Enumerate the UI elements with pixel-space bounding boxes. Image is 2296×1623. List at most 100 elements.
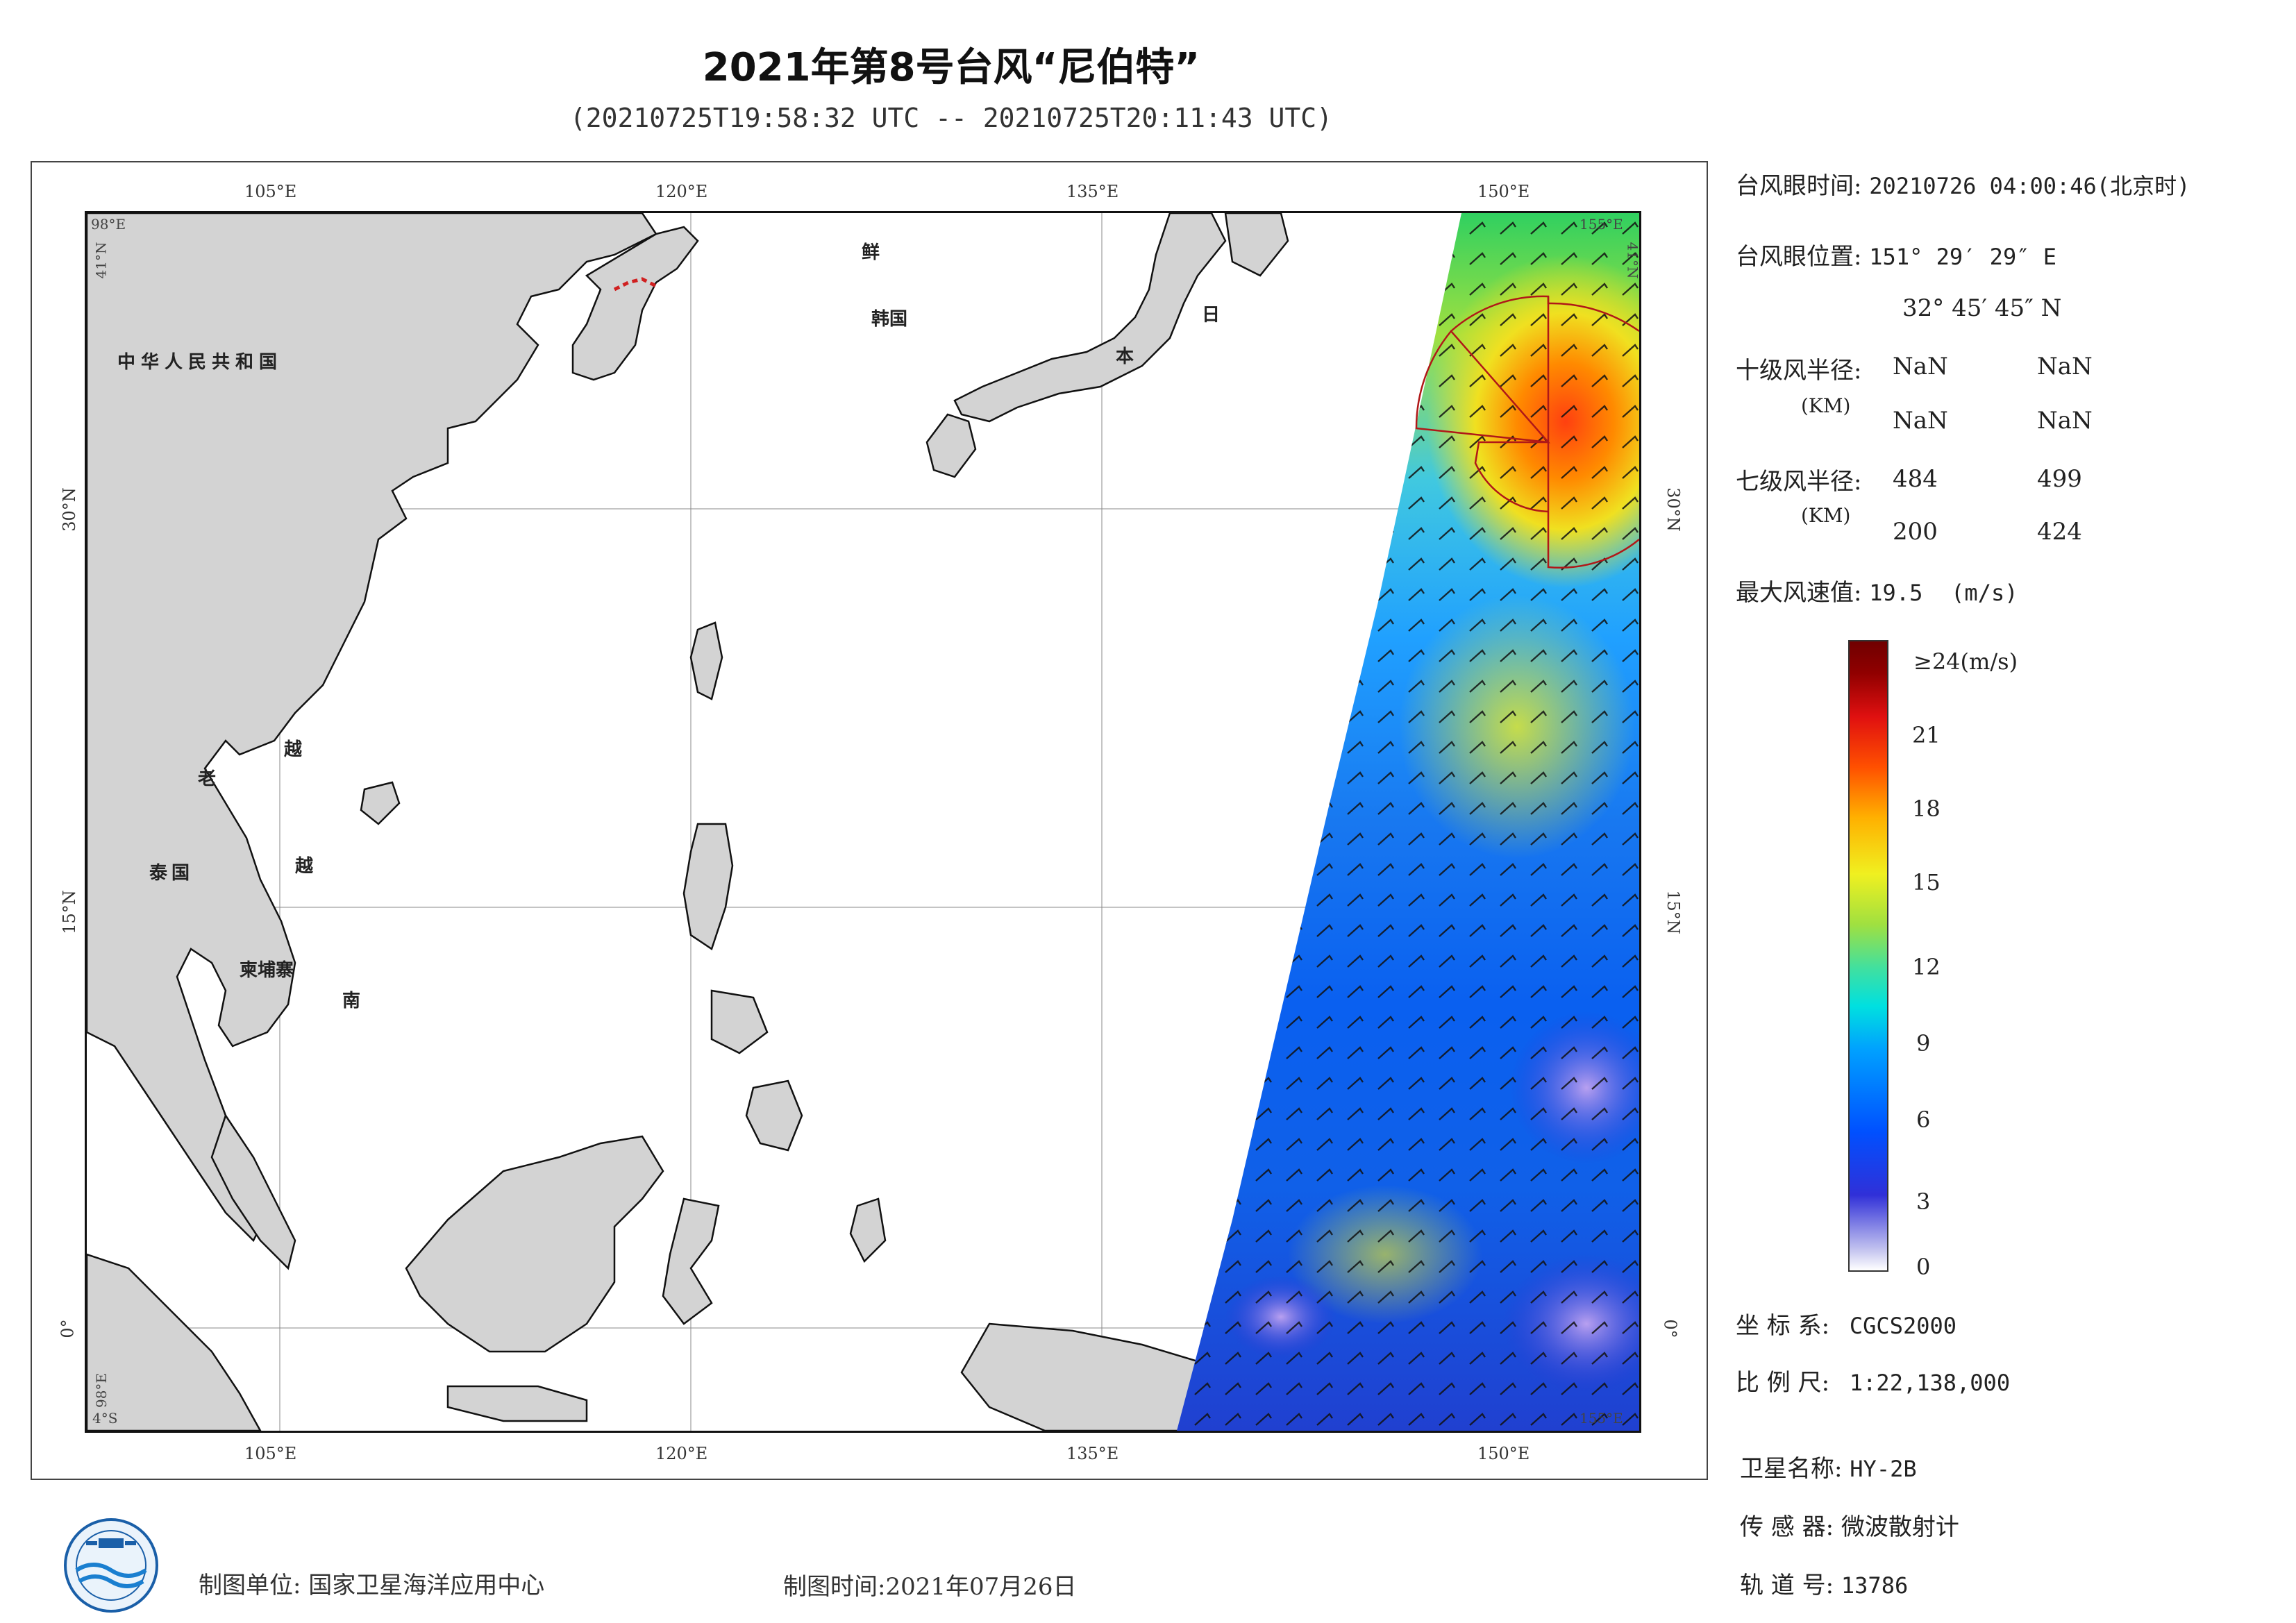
- land-korea: [571, 226, 699, 381]
- corner-bl-lat: 4°S: [92, 1410, 118, 1427]
- land-java: [446, 1385, 588, 1422]
- wind-swath: [1177, 213, 1639, 1431]
- wind-radius-arcs: [1415, 295, 1639, 569]
- orbit-value: 13786: [1841, 1572, 1909, 1599]
- lon-tick-top-135: 135°E: [1066, 182, 1119, 201]
- wind-barbs: [1177, 213, 1639, 1431]
- lon-tick-top-105: 105°E: [244, 182, 297, 201]
- r7-value-3: 200: [1893, 518, 1938, 546]
- eye-time-row: 台风眼时间: 20210726 04:00:46(北京时): [1736, 167, 2190, 201]
- lon-tick-bottom-150: 150°E: [1477, 1444, 1530, 1463]
- nsoas-logo-icon: [64, 1518, 158, 1613]
- map-panel[interactable]: 98°E 41°N 155°E 41°N 4°S 98°E 155°E 中华人民…: [85, 211, 1641, 1433]
- r10-label: 十级风半径:: [1736, 357, 1862, 385]
- orbit-row: 轨 道 号: 13786: [1740, 1566, 1908, 1600]
- crs-value: CGCS2000: [1849, 1313, 1957, 1339]
- label-japan-1: 日: [1202, 305, 1221, 326]
- map-title: 2021年第8号台风“尼伯特”: [702, 45, 1200, 90]
- crs-row: 坐 标 系: CGCS2000: [1736, 1306, 1956, 1340]
- label-china: 中华人民共和国: [117, 352, 283, 373]
- korea-border: [613, 277, 657, 292]
- scale-label: 比 例 尺:: [1736, 1369, 1830, 1397]
- orbit-label: 轨 道 号:: [1740, 1572, 1834, 1599]
- r10-value-3: NaN: [1893, 407, 1948, 435]
- r10-unit: (KM): [1801, 394, 1851, 417]
- lat-tick-left-15: 15°N: [59, 890, 79, 934]
- colorbar-tick-12: 12: [1912, 954, 1941, 980]
- r7-value-1: 484: [1893, 465, 1938, 493]
- land-mindanao: [745, 1079, 803, 1152]
- colorbar-tick-21: 21: [1912, 722, 1941, 748]
- scale-row: 比 例 尺: 1:22,138,000: [1736, 1363, 2010, 1397]
- corner-tr-lat: 41°N: [1624, 242, 1641, 279]
- map-subtitle: (20210725T19:58:32 UTC -- 20210725T20:11…: [569, 103, 1333, 133]
- land-malay: [210, 1113, 296, 1270]
- crs-label: 坐 标 系:: [1736, 1312, 1830, 1340]
- land-masses: [87, 213, 1310, 1431]
- eye-pos-lat: 32° 45′ 45″ N: [1902, 294, 2062, 322]
- corner-tr-lon: 155°E: [1579, 216, 1623, 233]
- land-luzon: [682, 823, 734, 950]
- land-japan-hokkaido: [1224, 213, 1289, 277]
- label-vietnam-3: 南: [342, 991, 361, 1011]
- label-laos: 老: [198, 768, 217, 789]
- lon-tick-bottom-135: 135°E: [1066, 1444, 1119, 1463]
- label-cambodia: 柬埔寨: [240, 960, 294, 981]
- eye-pos-row: 台风眼位置: 151° 29′ 29″ E: [1736, 237, 2056, 271]
- max-wind-value: 19.5: [1869, 580, 1923, 606]
- land-hainan: [360, 781, 401, 825]
- sensor-label: 传 感 器:: [1740, 1513, 1834, 1541]
- colorbar-tick-18: 18: [1912, 796, 1941, 822]
- footer-unit-value: 国家卫星海洋应用中心: [308, 1572, 545, 1599]
- r7-unit: (KM): [1801, 504, 1851, 527]
- r10-value-1: NaN: [1893, 353, 1948, 380]
- colorbar-tick-9: 9: [1916, 1030, 1931, 1057]
- r7-label: 七级风半径:: [1736, 468, 1862, 496]
- lat-tick-left-0: 0°: [58, 1319, 78, 1338]
- sensor-row: 传 感 器: 微波散射计: [1740, 1508, 1959, 1542]
- eye-pos-label: 台风眼位置:: [1736, 243, 1862, 271]
- r10-value-4: NaN: [2037, 407, 2093, 435]
- footer-time-value: 2021年07月26日: [885, 1573, 1077, 1601]
- corner-tl-lon: 98°E: [91, 216, 126, 233]
- land-japan-honshu: [953, 213, 1227, 423]
- sensor-value: 微波散射计: [1841, 1513, 1959, 1541]
- eye-time-label: 台风眼时间:: [1736, 172, 1862, 200]
- footer-time-label: 制图时间:: [783, 1573, 886, 1601]
- lon-tick-top-150: 150°E: [1477, 182, 1530, 201]
- max-wind-row: 最大风速值: 19.5 (m/s): [1736, 573, 2018, 607]
- land-japan-kyushu: [925, 413, 977, 478]
- lon-tick-top-120: 120°E: [655, 182, 708, 201]
- r10-value-2: NaN: [2037, 353, 2093, 380]
- corner-bl-lon: 98°E: [93, 1372, 110, 1408]
- land-visayas: [710, 989, 769, 1054]
- eye-time-value: 20210726 04:00:46(北京时): [1869, 173, 2190, 199]
- label-rok: 韩国: [871, 309, 908, 330]
- land-borneo: [405, 1135, 664, 1353]
- land-halmahera: [849, 1197, 887, 1263]
- lon-tick-bottom-105: 105°E: [244, 1444, 297, 1463]
- sat-value: HY-2B: [1850, 1456, 1917, 1482]
- map-canvas: [87, 213, 1639, 1431]
- land-sulawesi: [662, 1197, 720, 1325]
- wind-speed-colorbar: [1848, 640, 1888, 1272]
- colorbar-tick-3: 3: [1916, 1188, 1931, 1215]
- colorbar-tick-0: 0: [1916, 1254, 1931, 1280]
- lat-tick-right-30: 30°N: [1663, 487, 1683, 532]
- label-japan-2: 本: [1116, 346, 1134, 367]
- max-wind-unit: (m/s): [1951, 580, 2018, 606]
- label-vietnam-2: 越: [295, 856, 314, 877]
- corner-br-lon: 155°E: [1579, 1410, 1623, 1427]
- scale-value: 1:22,138,000: [1849, 1370, 2011, 1396]
- label-thailand: 泰国: [149, 863, 194, 884]
- outer-frame: [31, 161, 1708, 1480]
- r7-value-2: 499: [2037, 465, 2082, 493]
- lat-tick-right-0: 0°: [1660, 1319, 1680, 1338]
- label-vietnam-1: 越: [284, 739, 303, 760]
- eye-pos-lon: 151° 29′ 29″ E: [1869, 244, 2056, 270]
- max-wind-label: 最大风速值:: [1736, 579, 1862, 607]
- sat-label: 卫星名称:: [1740, 1455, 1843, 1483]
- land-sumatra: [87, 1253, 262, 1431]
- lat-tick-right-15: 15°N: [1663, 890, 1683, 934]
- footer-unit-label: 制图单位:: [199, 1572, 301, 1599]
